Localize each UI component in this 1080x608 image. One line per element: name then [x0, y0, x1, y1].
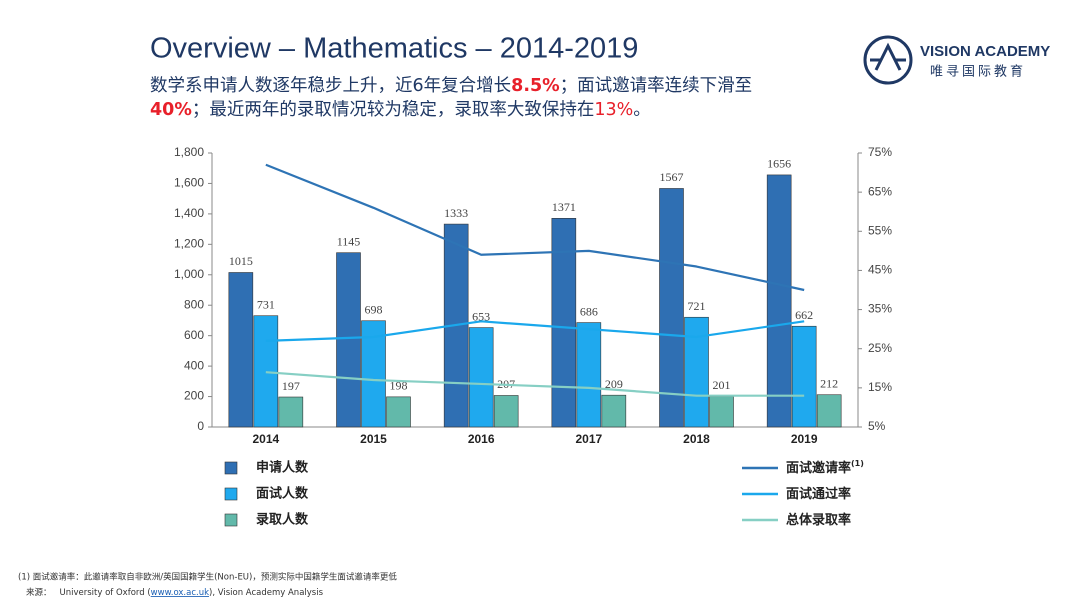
x-tick-label: 2015 — [360, 432, 387, 446]
value-label: 197 — [282, 379, 300, 393]
legend-label: 总体录取率 — [786, 512, 851, 528]
subtitle-part: 数学系申请人数逐年稳步上升，近6年复合增长 — [150, 76, 511, 96]
y-tick-label: 1,000 — [174, 267, 204, 281]
subtitle-part: 。 — [633, 100, 651, 120]
x-tick-label: 2017 — [575, 432, 602, 446]
bar — [576, 322, 602, 428]
legend-label: 申请人数 — [256, 460, 309, 476]
legend-name: 面试邀请率 — [786, 460, 851, 476]
value-label: 1015 — [229, 254, 253, 268]
y-tick-label: 1,200 — [174, 237, 204, 251]
subtitle-part: 13% — [594, 100, 633, 120]
bar — [468, 327, 494, 428]
bar — [278, 396, 304, 428]
value-label: 698 — [365, 302, 383, 316]
y-tick-label: 1,800 — [174, 145, 204, 159]
legend-swatch — [224, 513, 238, 527]
source-label: 来源： — [26, 588, 52, 598]
x-tick-label: 2014 — [252, 432, 279, 446]
y2-tick-label: 55% — [868, 223, 892, 237]
value-label: 721 — [688, 299, 706, 313]
chart-title: Overview – Mathematics – 2014-2019 — [150, 33, 638, 65]
logo-subname: 唯寻国际教育 — [930, 64, 1026, 80]
bar — [791, 325, 817, 428]
value-label: 653 — [472, 309, 490, 323]
y-tick-label: 1,400 — [174, 206, 204, 220]
source-text: University of Oxford ( — [60, 588, 151, 598]
bar — [684, 316, 709, 428]
y2-tick-label: 75% — [868, 145, 892, 159]
bar — [253, 315, 279, 428]
y2-tick-label: 45% — [868, 263, 892, 277]
source-link[interactable]: www.ox.ac.uk — [151, 588, 209, 598]
value-label: 209 — [605, 377, 623, 391]
value-label: 212 — [820, 376, 838, 390]
subtitle: 40%；最近两年的录取情况较为稳定，录取率大致保持在13%。 — [150, 100, 651, 120]
bar — [816, 394, 842, 428]
x-tick-label: 2016 — [468, 432, 495, 446]
logo-name: VISION ACADEMY — [920, 43, 1050, 60]
bar — [601, 394, 627, 428]
source-rest: ), Vision Academy Analysis — [209, 588, 324, 598]
bar — [361, 320, 386, 428]
subtitle-part: ；面试邀请率连续下滑至 — [560, 76, 753, 96]
logo: VISION ACADEMY 唯寻国际教育 — [863, 35, 1050, 85]
legend-label: 面试通过率 — [786, 486, 851, 502]
bar — [766, 174, 792, 428]
legend-name: 面试通过率 — [786, 486, 851, 502]
bar — [493, 395, 519, 428]
value-label: 1656 — [767, 157, 791, 171]
footnote: (1) 面试邀请率：此邀请率取自非欧洲/英国国籍学生(Non-EU)，预测实际中… — [18, 572, 397, 583]
bar — [709, 396, 734, 428]
x-tick-label: 2018 — [683, 432, 710, 446]
subtitle-part: 40% — [150, 100, 192, 120]
legend-note: (1) — [851, 459, 864, 468]
bar — [659, 188, 684, 428]
bar — [228, 272, 254, 428]
legend-name: 总体录取率 — [786, 512, 851, 528]
y2-tick-label: 15% — [868, 380, 892, 394]
legend-swatch — [224, 461, 238, 475]
y-tick-label: 600 — [184, 328, 204, 342]
y-tick-label: 200 — [184, 389, 204, 403]
source: 来源： University of Oxford (www.ox.ac.uk), … — [26, 588, 324, 598]
line — [265, 320, 805, 342]
value-label: 1371 — [552, 200, 576, 214]
line — [265, 163, 805, 292]
y2-tick-label: 35% — [868, 302, 892, 316]
value-label: 1333 — [444, 206, 468, 220]
value-label: 686 — [580, 304, 598, 318]
value-label: 1567 — [660, 170, 684, 184]
y-tick-label: 1,600 — [174, 176, 204, 190]
y2-tick-label: 5% — [868, 419, 886, 433]
legend-swatch — [224, 487, 238, 501]
value-label: 201 — [713, 378, 731, 392]
legend-label: 录取人数 — [256, 512, 309, 528]
value-label: 731 — [257, 297, 275, 311]
value-label: 662 — [795, 308, 813, 322]
y-tick-label: 400 — [184, 358, 204, 372]
y2-tick-label: 25% — [868, 341, 892, 355]
value-label: 1145 — [337, 234, 361, 248]
legend-label: 面试邀请率(1) — [786, 459, 864, 476]
logo-ring — [863, 35, 913, 85]
bar — [551, 218, 577, 428]
subtitle-part: 8.5% — [511, 76, 560, 96]
x-tick-label: 2019 — [791, 432, 818, 446]
subtitle: 数学系申请人数逐年稳步上升，近6年复合增长8.5%；面试邀请率连续下滑至 — [150, 76, 752, 96]
bar — [336, 252, 361, 428]
subtitle-part: ；最近两年的录取情况较为稳定，录取率大致保持在 — [192, 100, 595, 120]
y-tick-label: 800 — [184, 297, 204, 311]
y-tick-label: 0 — [197, 419, 204, 433]
logo-mark — [870, 42, 906, 71]
bar — [386, 396, 411, 428]
legend-label: 面试人数 — [256, 486, 309, 502]
line — [265, 371, 805, 397]
y2-tick-label: 65% — [868, 184, 892, 198]
